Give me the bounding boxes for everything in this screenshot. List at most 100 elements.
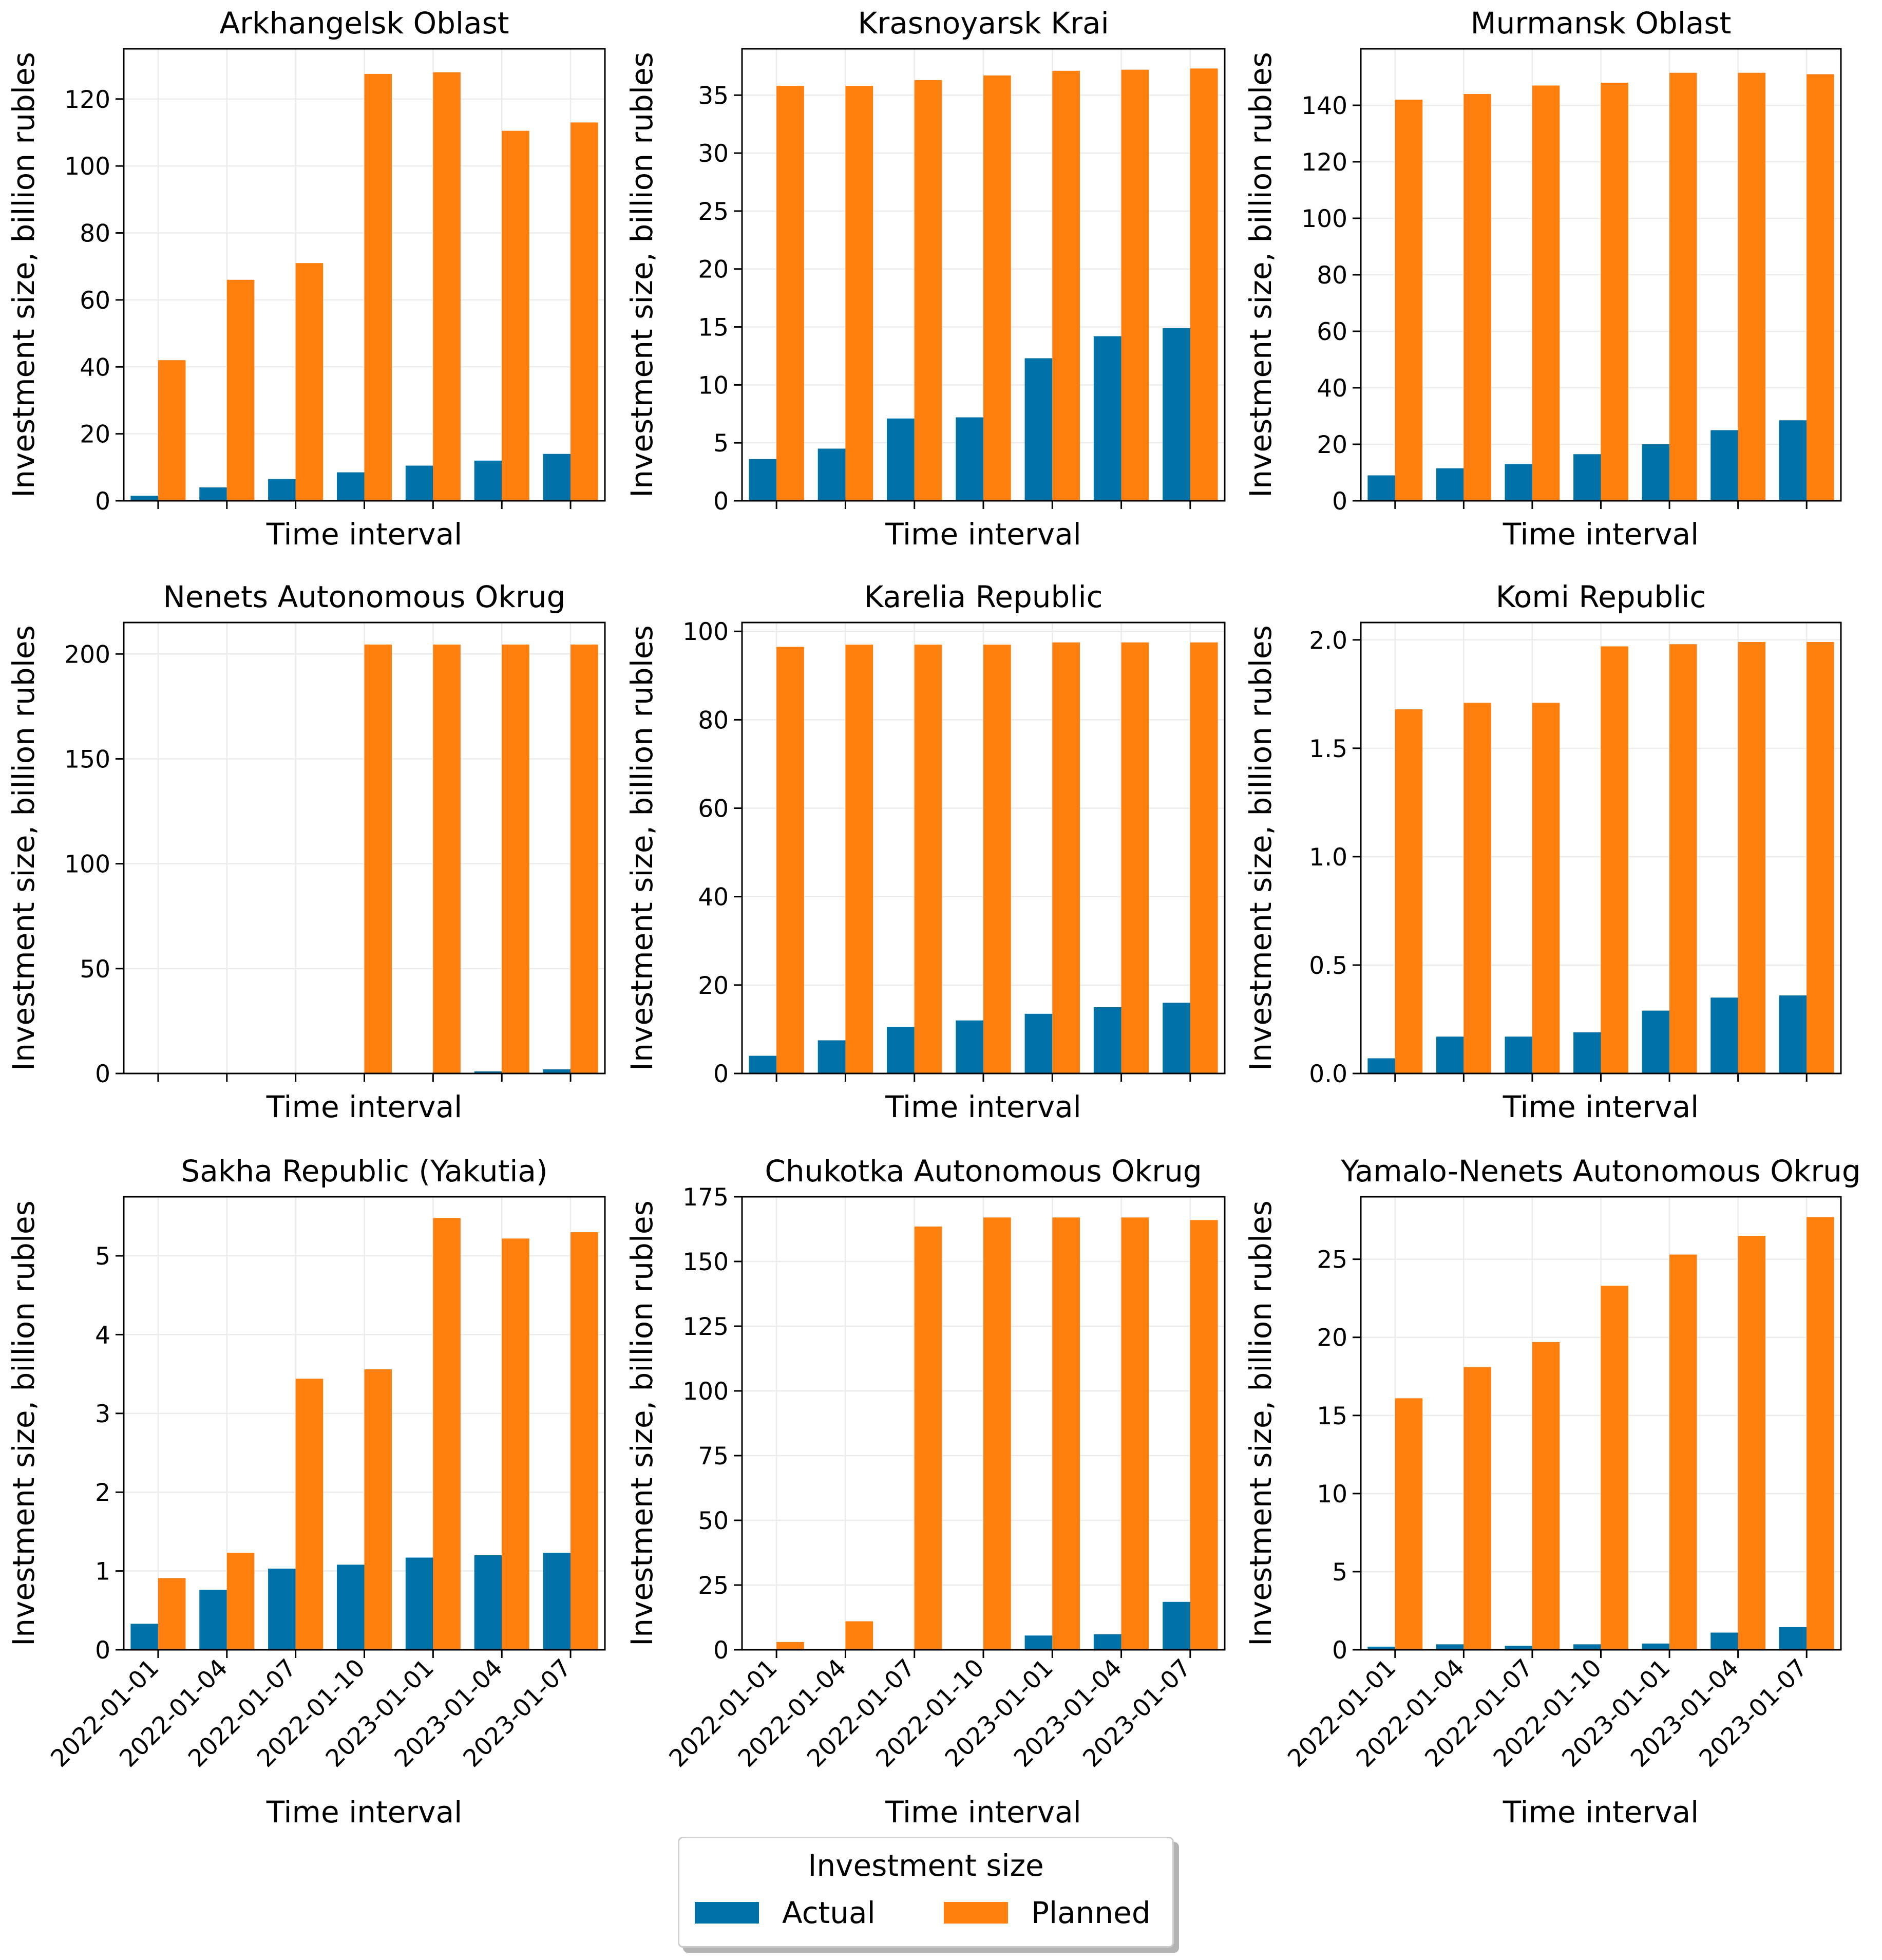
nenets-autonomous-okrug-bar-planned-2023-01-07 [571, 644, 598, 1073]
krasnoyarsk-krai-bar-actual-2022-01-07 [887, 418, 915, 501]
yamalo-nenets-autonomous-okrug-bar-planned-2022-01-04 [1463, 1367, 1491, 1650]
arkhangelsk-oblast-bar-planned-2023-01-04 [502, 130, 529, 501]
murmansk-oblast-y-tick-label: 40 [1317, 374, 1347, 403]
yamalo-nenets-autonomous-okrug-bar-planned-2022-01-01 [1395, 1398, 1423, 1650]
komi-republic-y-tick-label: 1.0 [1309, 843, 1347, 872]
murmansk-oblast-bar-planned-2022-01-10 [1601, 83, 1628, 501]
yamalo-nenets-autonomous-okrug-bar-actual-2022-01-01 [1367, 1646, 1395, 1650]
chukotka-autonomous-okrug-bar-planned-2023-01-07 [1190, 1220, 1218, 1650]
sakha-republic-yakutia-bar-actual-2023-01-01 [405, 1557, 433, 1650]
yamalo-nenets-autonomous-okrug-x-axis-label: Time interval [1503, 1795, 1699, 1830]
karelia-republic-bar-actual-2023-01-04 [1093, 1007, 1121, 1073]
karelia-republic-y-tick-label: 60 [698, 795, 729, 823]
krasnoyarsk-krai-title: Krasnoyarsk Krai [858, 6, 1109, 41]
krasnoyarsk-krai-bar-planned-2023-01-07 [1190, 68, 1218, 501]
arkhangelsk-oblast-y-tick-label: 40 [80, 353, 110, 382]
murmansk-oblast-y-tick-label: 60 [1317, 318, 1347, 346]
chukotka-autonomous-okrug-y-tick-label: 75 [698, 1442, 729, 1471]
murmansk-oblast-y-tick-label: 20 [1317, 431, 1347, 459]
komi-republic-y-tick-label: 0.5 [1309, 952, 1347, 980]
murmansk-oblast-bar-actual-2022-01-04 [1436, 468, 1464, 501]
nenets-autonomous-okrug-bar-actual-2023-01-07 [543, 1069, 571, 1073]
sakha-republic-yakutia-bar-actual-2022-01-07 [268, 1569, 296, 1650]
krasnoyarsk-krai-bar-actual-2022-01-01 [749, 459, 777, 501]
karelia-republic-y-tick-label: 100 [682, 618, 729, 646]
arkhangelsk-oblast-bar-actual-2022-01-07 [268, 479, 296, 501]
murmansk-oblast-x-axis-label: Time interval [1503, 517, 1699, 552]
nenets-autonomous-okrug-bar-planned-2022-01-10 [364, 644, 392, 1073]
arkhangelsk-oblast-bar-actual-2022-01-01 [130, 496, 158, 501]
sakha-republic-yakutia-y-tick-label: 5 [95, 1242, 110, 1271]
nenets-autonomous-okrug-y-tick-label: 200 [64, 640, 110, 669]
komi-republic-bar-actual-2022-01-01 [1367, 1058, 1395, 1073]
arkhangelsk-oblast-bar-planned-2023-01-07 [571, 122, 598, 501]
komi-republic-bar-actual-2022-01-10 [1573, 1032, 1601, 1073]
komi-republic-bar-planned-2023-01-07 [1807, 642, 1834, 1073]
sakha-republic-yakutia-bar-planned-2022-01-01 [158, 1578, 186, 1650]
yamalo-nenets-autonomous-okrug-y-axis-label: Investment size, billion rubles [1243, 1200, 1278, 1646]
sakha-republic-yakutia-x-axis-label: Time interval [266, 1795, 463, 1830]
sakha-republic-yakutia-y-tick-label: 3 [95, 1400, 110, 1428]
karelia-republic-bar-planned-2022-01-01 [776, 647, 804, 1073]
krasnoyarsk-krai-y-axis-label: Investment size, billion rubles [624, 52, 659, 498]
komi-republic-x-axis-label: Time interval [1503, 1089, 1699, 1124]
komi-republic-bar-actual-2022-01-04 [1436, 1036, 1464, 1073]
yamalo-nenets-autonomous-okrug-bar-planned-2022-01-07 [1532, 1342, 1560, 1650]
chukotka-autonomous-okrug-bar-planned-2022-01-10 [983, 1217, 1011, 1650]
krasnoyarsk-krai-y-tick-label: 5 [713, 429, 729, 458]
karelia-republic-bar-planned-2022-01-07 [914, 645, 942, 1073]
nenets-autonomous-okrug-y-tick-label: 100 [64, 851, 110, 879]
arkhangelsk-oblast-bar-planned-2022-01-04 [226, 279, 255, 501]
krasnoyarsk-krai-y-tick-label: 25 [698, 198, 729, 226]
krasnoyarsk-krai-y-tick-label: 15 [698, 314, 729, 342]
arkhangelsk-oblast-y-tick-label: 20 [80, 421, 110, 449]
sakha-republic-yakutia-y-tick-label: 4 [95, 1321, 110, 1349]
karelia-republic-bar-actual-2023-01-07 [1163, 1003, 1190, 1073]
komi-republic-bar-planned-2022-01-01 [1395, 709, 1423, 1073]
yamalo-nenets-autonomous-okrug-bar-planned-2022-01-10 [1601, 1286, 1628, 1650]
komi-republic-bar-actual-2023-01-07 [1779, 995, 1807, 1073]
arkhangelsk-oblast-bar-actual-2022-01-04 [199, 487, 227, 501]
karelia-republic-bar-actual-2023-01-01 [1024, 1013, 1053, 1073]
murmansk-oblast-y-tick-label: 80 [1317, 261, 1347, 290]
sakha-republic-yakutia-bar-planned-2023-01-07 [571, 1232, 598, 1650]
krasnoyarsk-krai-bar-planned-2022-01-01 [776, 86, 804, 501]
chukotka-autonomous-okrug-bar-actual-2023-01-01 [1024, 1635, 1053, 1650]
krasnoyarsk-krai-bar-planned-2022-01-10 [983, 75, 1011, 501]
chukotka-autonomous-okrug-y-tick-label: 50 [698, 1507, 729, 1535]
chukotka-autonomous-okrug-y-tick-label: 125 [682, 1313, 729, 1341]
sakha-republic-yakutia-bar-actual-2023-01-07 [543, 1553, 571, 1650]
krasnoyarsk-krai-x-axis-label: Time interval [885, 517, 1081, 552]
chukotka-autonomous-okrug-y-tick-label: 0 [713, 1636, 729, 1665]
komi-republic-bar-actual-2023-01-01 [1642, 1010, 1670, 1073]
chukotka-autonomous-okrug-y-axis-label: Investment size, billion rubles [624, 1200, 659, 1646]
yamalo-nenets-autonomous-okrug-bar-actual-2023-01-04 [1710, 1632, 1738, 1650]
murmansk-oblast-bar-actual-2023-01-04 [1710, 430, 1738, 501]
yamalo-nenets-autonomous-okrug-y-tick-label: 15 [1317, 1402, 1347, 1430]
karelia-republic-bar-planned-2022-01-10 [983, 645, 1011, 1073]
nenets-autonomous-okrug-bar-planned-2023-01-01 [433, 644, 461, 1073]
yamalo-nenets-autonomous-okrug-bar-actual-2023-01-01 [1642, 1643, 1670, 1650]
karelia-republic-bar-actual-2022-01-01 [749, 1056, 777, 1073]
arkhangelsk-oblast-bar-actual-2023-01-01 [405, 465, 433, 501]
sakha-republic-yakutia-bar-actual-2022-01-10 [336, 1565, 365, 1650]
nenets-autonomous-okrug-y-tick-label: 150 [64, 745, 110, 774]
sakha-republic-yakutia-title: Sakha Republic (Yakutia) [181, 1154, 547, 1189]
chart-legend: Investment size Actual Planned [678, 1837, 1174, 1948]
krasnoyarsk-krai-bar-planned-2023-01-04 [1121, 69, 1149, 501]
komi-republic-bar-planned-2023-01-01 [1669, 644, 1697, 1073]
yamalo-nenets-autonomous-okrug-y-tick-label: 20 [1317, 1324, 1347, 1352]
chukotka-autonomous-okrug-bar-actual-2023-01-07 [1163, 1601, 1190, 1650]
nenets-autonomous-okrug-title: Nenets Autonomous Okrug [163, 579, 566, 614]
karelia-republic-y-tick-label: 40 [698, 883, 729, 912]
nenets-autonomous-okrug-x-axis-label: Time interval [266, 1089, 463, 1124]
murmansk-oblast-bar-actual-2022-01-07 [1505, 464, 1532, 501]
arkhangelsk-oblast-y-tick-label: 100 [64, 153, 110, 181]
komi-republic-y-axis-label: Investment size, billion rubles [1243, 625, 1278, 1071]
komi-republic-y-tick-label: 2.0 [1309, 627, 1347, 655]
arkhangelsk-oblast-bar-planned-2022-01-01 [158, 360, 186, 501]
murmansk-oblast-bar-planned-2023-01-04 [1738, 72, 1766, 501]
sakha-republic-yakutia-bar-planned-2023-01-01 [433, 1218, 461, 1650]
sakha-republic-yakutia-bar-actual-2022-01-04 [199, 1590, 227, 1650]
krasnoyarsk-krai-bar-actual-2022-01-10 [956, 417, 983, 501]
